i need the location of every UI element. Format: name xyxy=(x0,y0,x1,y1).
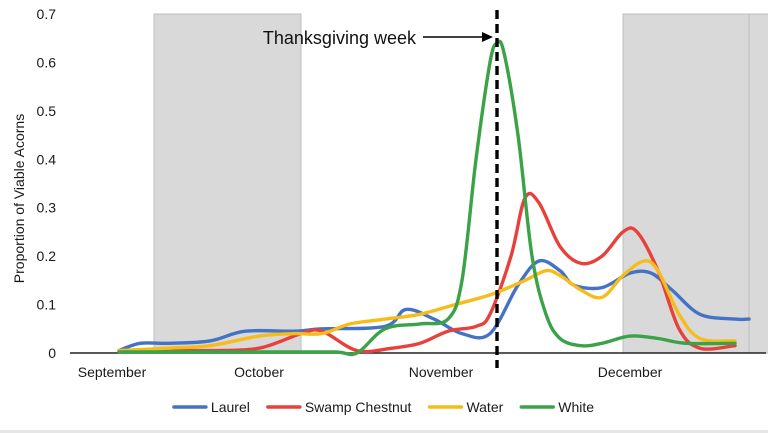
x-axis: September October November December xyxy=(70,352,766,380)
y-tick-label: 0.1 xyxy=(37,297,57,313)
y-axis-title: Proportion of Viable Acorns xyxy=(11,114,27,283)
x-tick-label: September xyxy=(78,364,147,380)
legend-label-white: White xyxy=(558,399,594,415)
series-line-laurel xyxy=(117,258,751,353)
x-tick-label: November xyxy=(409,364,474,380)
y-tick-label: 0.4 xyxy=(37,151,57,167)
shaded-band-1 xyxy=(622,13,750,354)
y-tick-label: 0.5 xyxy=(37,103,57,119)
legend-label-water: Water xyxy=(466,399,503,415)
annotation-arrow-head xyxy=(482,32,493,42)
annotation-label: Thanksgiving week xyxy=(263,28,417,48)
y-tick-label: 0.7 xyxy=(37,6,57,22)
shaded-band-0 xyxy=(153,13,302,354)
legend-label-laurel: Laurel xyxy=(211,399,250,415)
shaded-band-2 xyxy=(748,13,768,354)
y-tick-label: 0.6 xyxy=(37,54,57,70)
annotation: Thanksgiving week xyxy=(263,10,499,368)
y-tick-label: 0.3 xyxy=(37,200,57,216)
y-axis: 0 0.1 0.2 0.3 0.4 0.5 0.6 0.7 xyxy=(37,6,57,361)
shaded-bands xyxy=(153,13,768,354)
series-line-water xyxy=(117,259,737,353)
y-tick-label: 0 xyxy=(48,345,56,361)
series-lines xyxy=(117,39,751,357)
legend: Laurel Swamp Chestnut Water White xyxy=(172,399,594,415)
x-tick-label: October xyxy=(234,364,284,380)
legend-label-swamp-chestnut: Swamp Chestnut xyxy=(305,399,412,415)
x-tick-label: December xyxy=(598,364,663,380)
series-line-white xyxy=(117,39,737,357)
y-tick-label: 0.2 xyxy=(37,248,57,264)
bottom-rule xyxy=(0,430,768,433)
